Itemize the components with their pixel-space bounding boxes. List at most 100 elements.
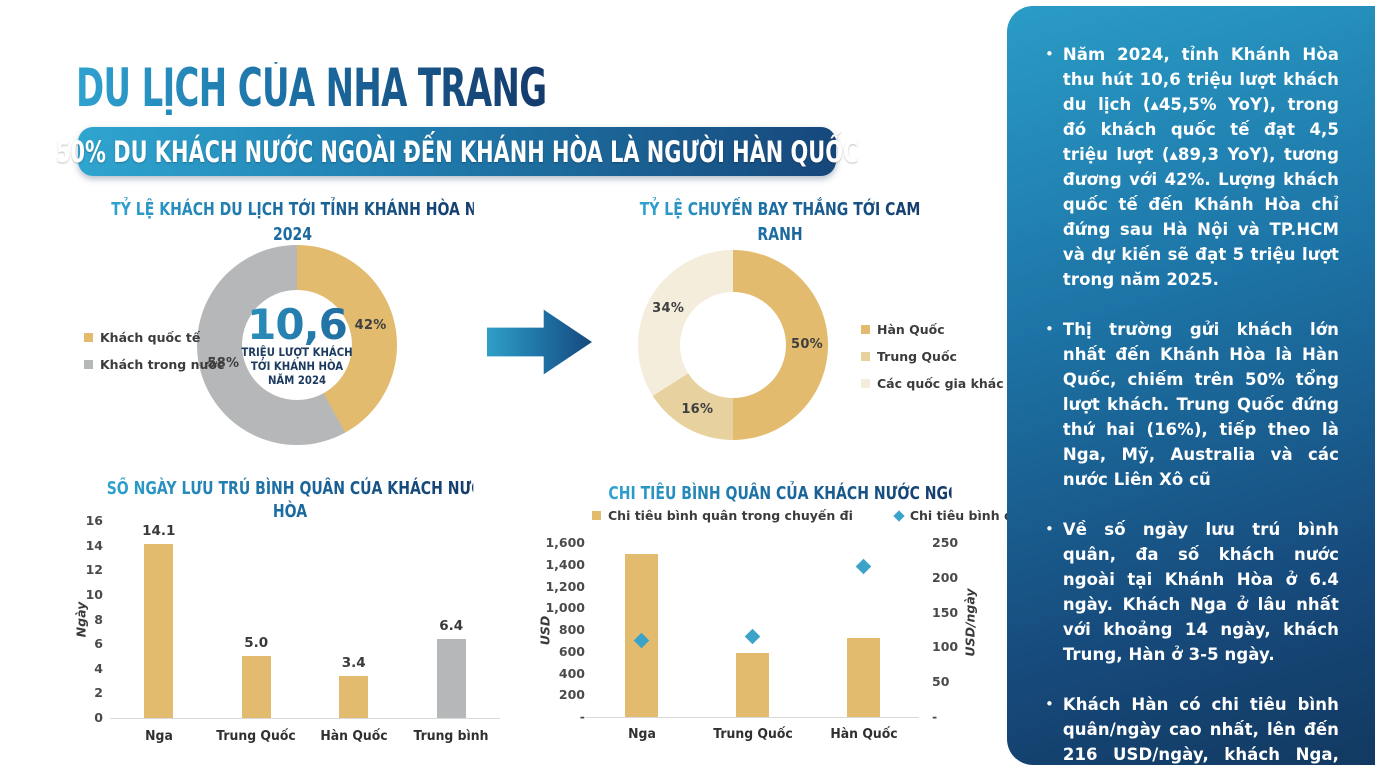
- left-axis-tick: 1,600: [545, 535, 585, 550]
- y-axis-tick: 12: [85, 562, 103, 578]
- left-axis-tick: 800: [558, 622, 585, 637]
- legend-item: Các quốc gia khác: [861, 376, 1004, 391]
- avg-stay-bar-chart: Ngày 16 14 12 10 8 6 4 2 0 14.1 Nga 5.0 Trung Quốc 3.…: [60, 512, 530, 762]
- visitors-donut-legend: Khách quốc tế Khách trong nước: [84, 330, 224, 372]
- category-label: Trung Quốc: [712, 726, 793, 742]
- flights-donut-title-line2: RANH: [757, 224, 803, 245]
- category-label: Hàn Quốc: [320, 728, 388, 744]
- sidebar-bullet-item: • Năm 2024, tỉnh Khánh Hòa thu hút 10,6 t…: [1045, 42, 1339, 292]
- flights-donut-title-line1: TỶ LỆ CHUYẾN BAY THẲNG TỚI CAM: [639, 199, 921, 220]
- donut-hole: [242, 290, 352, 400]
- legend-item: Chi tiêu bình quân trong chuyến đi: [592, 508, 853, 523]
- square-swatch-icon: [861, 352, 870, 361]
- legend-label: Trung Quốc: [877, 349, 957, 364]
- legend-item: Trung Quốc: [861, 349, 1004, 364]
- visitors-donut-title-line1: TỶ LỆ KHÁCH DU LỊCH TỚI TỈNH KHÁNH HÒA N…: [111, 199, 502, 220]
- left-axis-tick: 200: [558, 687, 585, 703]
- bar: [436, 639, 466, 718]
- bar: [339, 676, 369, 718]
- avg-spend-combo-chart: USD USD/ngày 1,600 1,400 1,200 1,000 800 600 4…: [538, 530, 978, 755]
- diamond-marker-icon: [893, 509, 905, 522]
- right-axis-tick: 100: [932, 639, 959, 655]
- bullet-dot-icon: •: [1045, 45, 1054, 63]
- sidebar-bullet-item: • Khách Hàn có chi tiêu bình quân/ngày ca…: [1045, 692, 1339, 771]
- insights-sidebar: • Năm 2024, tỉnh Khánh Hòa thu hút 10,6 t…: [1007, 6, 1375, 771]
- sidebar-bullet-item: • Về số ngày lưu trú bình quân, đa số khá…: [1045, 517, 1339, 667]
- visitors-center-line1: TRIỆU LƯỢT KHÁCH: [241, 345, 353, 359]
- left-axis-tick: 1,400: [545, 556, 585, 572]
- right-axis-tick: 250: [932, 535, 959, 550]
- slice-percent-label: 58%: [207, 355, 240, 371]
- bar: [847, 637, 880, 717]
- legend-item: Khách quốc tế: [84, 330, 224, 345]
- sidebar-bullet-text: Thị trường gửi khách lớn nhất đến Khánh …: [1062, 320, 1339, 489]
- visitors-share-donut-chart: 10,6 TRIỆU LƯỢT KHÁCH TỚI KHÁNH HÒA NĂM …: [197, 245, 397, 445]
- category-label: Trung bình: [413, 728, 489, 744]
- square-swatch-icon: [861, 325, 870, 334]
- visitors-total-value: 10,6: [197, 304, 397, 346]
- direct-flights-donut-chart: 50% 16% 34%: [638, 250, 828, 440]
- donut-hole: [680, 292, 786, 398]
- visitors-center-line2: TỚI KHÁNH HÒA: [250, 359, 344, 373]
- y-axis-tick: 16: [85, 513, 103, 528]
- legend-label: Khách trong nước: [100, 357, 225, 372]
- scatter-diamond-marker: [744, 628, 761, 645]
- bar-value-label: 5.0: [244, 635, 269, 652]
- right-axis-tick: 50: [932, 674, 950, 690]
- bar: [241, 656, 271, 718]
- square-swatch-icon: [592, 511, 601, 520]
- x-axis-line: [586, 717, 919, 718]
- right-axis-tick: 200: [932, 569, 959, 585]
- square-swatch-icon: [84, 333, 93, 342]
- bar: [144, 544, 174, 718]
- visitors-donut-title-line2: 2024: [272, 224, 313, 245]
- category-label: Nga: [627, 726, 656, 742]
- y-axis-tick: 10: [85, 586, 103, 602]
- left-axis-tick: 400: [558, 665, 585, 681]
- y-axis-tick: 4: [94, 660, 103, 676]
- legend-label: Các quốc gia khác: [877, 376, 1004, 391]
- left-axis-tick: 600: [558, 643, 585, 659]
- y-axis-tick: 0: [94, 710, 103, 725]
- visitors-donut-center-label: 10,6 TRIỆU LƯỢT KHÁCH TỚI KHÁNH HÒA NĂM …: [197, 304, 397, 388]
- y-axis-tick: 8: [94, 611, 103, 627]
- spend-combo-title-line: CHI TIÊU BÌNH QUÂN CỦA KHÁCH NƯỚC NGOÀI …: [608, 483, 1108, 504]
- flights-donut-legend: Hàn Quốc Trung Quốc Các quốc gia khác: [861, 322, 1004, 391]
- sidebar-bullet-text: Khách Hàn có chi tiêu bình quân/ngày cao…: [1062, 695, 1339, 771]
- right-axis-tick: -: [932, 709, 938, 724]
- page-title: DU LỊCH CỦA NHA TRANG: [76, 58, 547, 119]
- flights-donut-title: TỶ LỆ CHUYẾN BAY THẲNG TỚI CAM RANH: [640, 197, 921, 247]
- bar-value-label: 3.4: [341, 655, 366, 672]
- scatter-diamond-marker: [855, 558, 872, 575]
- slice-percent-label: 34%: [652, 301, 685, 317]
- right-arrow-icon: [487, 309, 592, 375]
- slice-percent-label: 42%: [349, 318, 393, 333]
- legend-label: Khách quốc tế: [100, 330, 201, 345]
- bar: [736, 652, 769, 717]
- left-axis-tick: 1,000: [545, 600, 585, 616]
- bar-value-label: 14.1: [142, 523, 176, 540]
- stay-bar-title-line1: SỐ NGÀY LƯU TRÚ BÌNH QUÂN CỦA KHÁCH NƯỚC…: [106, 478, 643, 499]
- left-axis-tick: -: [579, 709, 585, 724]
- bullet-dot-icon: •: [1045, 695, 1054, 713]
- slice-percent-label: 16%: [681, 401, 714, 417]
- y-axis-tick: 14: [85, 537, 103, 553]
- visitors-center-line3: NĂM 2024: [267, 373, 327, 387]
- bar-value-label: 6.4: [439, 618, 464, 635]
- slice-percent-label: 50%: [790, 337, 824, 352]
- sidebar-bullet-text: Năm 2024, tỉnh Khánh Hòa thu hút 10,6 tr…: [1062, 45, 1339, 289]
- y-axis-tick: 6: [94, 636, 103, 652]
- bullet-dot-icon: •: [1045, 320, 1054, 338]
- square-swatch-icon: [861, 379, 870, 388]
- sidebar-bullet-text: Về số ngày lưu trú bình quân, đa số khác…: [1062, 520, 1339, 664]
- legend-label: Hàn Quốc: [877, 322, 945, 337]
- category-label: Nga: [144, 728, 173, 744]
- left-axis-tick: 1,200: [545, 578, 585, 594]
- visitors-donut-title: TỶ LỆ KHÁCH DU LỊCH TỚI TỈNH KHÁNH HÒA N…: [111, 197, 474, 247]
- subtitle-banner: 50% DU KHÁCH NƯỚC NGOÀI ĐẾN KHÁNH HÒA LÀ…: [56, 127, 858, 176]
- legend-item: Hàn Quốc: [861, 322, 1004, 337]
- category-label: Trung Quốc: [216, 728, 296, 744]
- square-swatch-icon: [84, 360, 93, 369]
- subtitle-banner-text: 50% DU KHÁCH NƯỚC NGOÀI ĐẾN KHÁNH HÒA LÀ…: [55, 134, 859, 169]
